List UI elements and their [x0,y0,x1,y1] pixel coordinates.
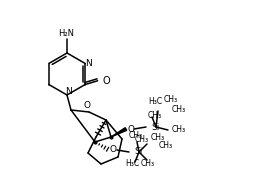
Text: H₂N: H₂N [58,29,74,39]
Polygon shape [111,128,127,137]
Text: Si: Si [134,147,142,157]
Text: Si: Si [151,122,160,132]
Text: O: O [103,76,110,86]
Text: CH₃: CH₃ [172,126,186,134]
Text: CH₃: CH₃ [141,159,155,169]
Text: CH₃: CH₃ [159,141,173,151]
Text: N: N [85,59,92,68]
Text: O: O [84,102,90,110]
Text: O: O [110,145,117,155]
Text: CH₃: CH₃ [129,132,143,141]
Text: H₃C: H₃C [148,98,162,106]
Text: CH₃: CH₃ [135,136,149,145]
Text: CH₃: CH₃ [151,134,165,143]
Text: H₃C: H₃C [125,159,139,169]
Text: O: O [127,124,134,134]
Text: CH₃: CH₃ [172,104,186,114]
Text: CH₃: CH₃ [148,110,162,120]
Text: N: N [65,86,72,96]
Text: CH₃: CH₃ [164,96,178,104]
